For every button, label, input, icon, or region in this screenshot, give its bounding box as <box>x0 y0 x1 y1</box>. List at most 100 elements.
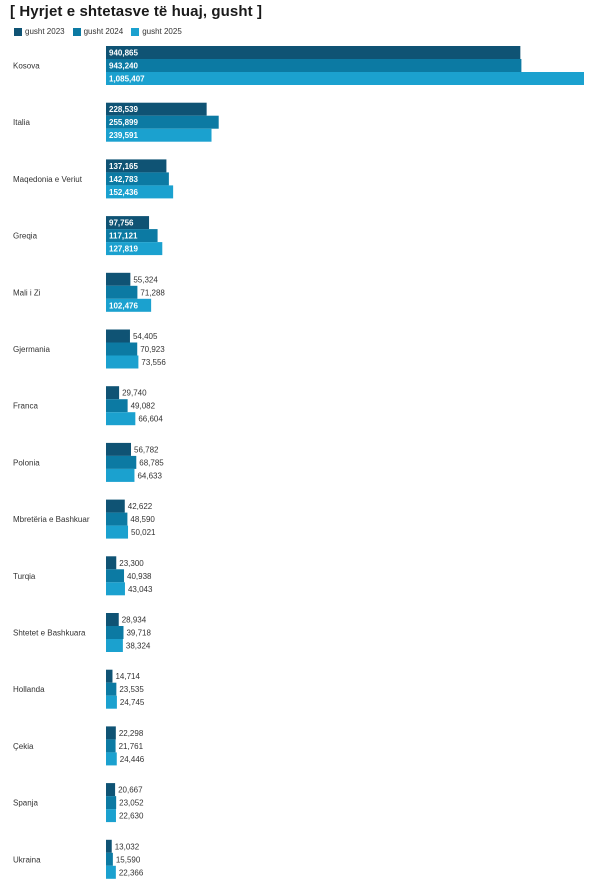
bar-shtetet-e-bashkuara-gusht-2024[interactable] <box>106 626 124 639</box>
data-label: 40,938 <box>127 572 152 581</box>
bar-group-gjermania: Gjermania 54,405 70,923 73,556 <box>13 329 166 369</box>
bar-greqia-gusht-2024[interactable] <box>106 229 158 243</box>
bar-italia-gusht-2025[interactable] <box>106 128 212 142</box>
data-label: 943,240 <box>109 62 138 71</box>
data-label: 228,539 <box>109 105 138 114</box>
data-label: 49,082 <box>131 402 156 411</box>
category-label: Mbretëria e Bashkuar <box>13 515 90 524</box>
bar-group-turqia: Turqia 23,300 40,938 43,043 <box>13 556 153 596</box>
bar-franca-gusht-2024[interactable] <box>106 399 128 413</box>
bar-kosova-gusht-2025[interactable] <box>106 72 584 85</box>
bar-polonia-gusht-2025[interactable] <box>106 468 135 482</box>
data-label: 137,165 <box>109 162 138 171</box>
category-label: Shtetet e Bashkuara <box>13 629 86 638</box>
category-label: Turqia <box>13 572 36 581</box>
bar-ukraina-gusht-2024[interactable] <box>106 852 113 866</box>
bar-group-ukraina: Ukraina 13,032 15,590 22,366 <box>13 839 144 879</box>
bar-turqia-gusht-2023[interactable] <box>106 556 117 570</box>
bar-gjermania-gusht-2024[interactable] <box>106 342 138 356</box>
bar-italia-gusht-2024[interactable] <box>106 115 219 129</box>
bar-group-spanja: Spanja 20,667 23,052 22,630 <box>13 783 144 823</box>
data-label: 21,761 <box>119 742 144 751</box>
data-label: 102,476 <box>109 301 138 310</box>
bar-maqedonia-e-veriut-gusht-2025[interactable] <box>106 185 174 199</box>
bar-group-maqedonia-e-veriut: Maqedonia e Veriut 137,165 142,783 152,436 <box>13 159 174 199</box>
category-label: Gjermania <box>13 345 50 354</box>
bar-ukraina-gusht-2025[interactable] <box>106 865 116 879</box>
bar-cekia-gusht-2024[interactable] <box>106 739 116 753</box>
bar-group-cekia: Çekia 22,298 21,761 24,446 <box>13 726 145 766</box>
data-label: 239,591 <box>109 131 138 140</box>
legend-swatch-2023 <box>14 27 22 36</box>
bar-turqia-gusht-2025[interactable] <box>106 582 125 596</box>
bar-turqia-gusht-2024[interactable] <box>106 569 125 583</box>
data-label: 23,535 <box>119 685 144 694</box>
bar-maqedonia-e-veriut-gusht-2024[interactable] <box>106 172 169 186</box>
bar-group-italia: Italia 228,539 255,899 239,591 <box>13 102 219 142</box>
bar-gjermania-gusht-2025[interactable] <box>106 355 139 369</box>
data-label: 22,630 <box>119 812 144 821</box>
category-label: Franca <box>13 402 38 411</box>
data-label: 127,819 <box>109 245 138 254</box>
bar-gjermania-gusht-2023[interactable] <box>106 329 130 343</box>
bar-ukraina-gusht-2023[interactable] <box>106 839 112 853</box>
data-label: 255,899 <box>109 118 138 127</box>
bar-hollanda-gusht-2025[interactable] <box>106 695 117 709</box>
data-label: 39,718 <box>126 629 151 638</box>
legend-item-2024[interactable]: gusht 2024 <box>72 27 123 36</box>
legend-item-2025[interactable]: gusht 2025 <box>131 27 182 36</box>
data-label: 55,324 <box>133 275 158 284</box>
bar-spanja-gusht-2025[interactable] <box>106 809 116 823</box>
data-label: 13,032 <box>115 842 140 851</box>
bar-cekia-gusht-2023[interactable] <box>106 726 116 740</box>
data-label: 117,121 <box>109 232 138 241</box>
category-label: Maqedonia e Veriut <box>13 175 83 184</box>
bar-spanja-gusht-2023[interactable] <box>106 783 116 797</box>
bar-maqedonia-e-veriut-gusht-2023[interactable] <box>106 159 167 173</box>
bar-franca-gusht-2023[interactable] <box>106 386 120 400</box>
bar-mbreteria-e-bashkuar-gusht-2024[interactable] <box>106 512 128 526</box>
bar-mali-i-zi-gusht-2023[interactable] <box>106 272 131 286</box>
bar-greqia-gusht-2025[interactable] <box>106 242 163 256</box>
data-label: 64,633 <box>137 471 162 480</box>
bar-mali-i-zi-gusht-2024[interactable] <box>106 285 138 299</box>
data-label: 42,622 <box>128 502 153 511</box>
bar-greqia-gusht-2023[interactable] <box>106 216 150 230</box>
bar-polonia-gusht-2023[interactable] <box>106 442 132 456</box>
bar-hollanda-gusht-2023[interactable] <box>106 669 113 683</box>
bar-mbreteria-e-bashkuar-gusht-2025[interactable] <box>106 525 129 539</box>
legend-item-2023[interactable]: gusht 2023 <box>14 27 65 36</box>
chart-legend: gusht 2023 gusht 2024 gusht 2025 <box>14 27 190 36</box>
data-label: 97,756 <box>109 219 134 228</box>
bar-franca-gusht-2025[interactable] <box>106 412 136 426</box>
data-label: 23,300 <box>119 559 144 568</box>
data-label: 24,446 <box>120 755 145 764</box>
data-label: 43,043 <box>128 585 153 594</box>
legend-swatch-2025 <box>131 27 140 36</box>
bar-group-kosova: Kosova 940,865 943,240 1,085,407 <box>13 46 584 85</box>
bar-shtetet-e-bashkuara-gusht-2023[interactable] <box>106 613 119 626</box>
data-label: 71,288 <box>140 288 165 297</box>
bar-kosova-gusht-2023[interactable] <box>106 46 521 59</box>
data-label: 15,590 <box>116 855 141 864</box>
bar-group-greqia: Greqia 97,756 117,121 127,819 <box>13 216 163 256</box>
bar-shtetet-e-bashkuara-gusht-2025[interactable] <box>106 639 123 652</box>
bar-mali-i-zi-gusht-2025[interactable] <box>106 298 152 312</box>
bar-hollanda-gusht-2024[interactable] <box>106 682 117 696</box>
data-label: 14,714 <box>115 672 140 681</box>
data-label: 50,021 <box>131 528 156 537</box>
bar-mbreteria-e-bashkuar-gusht-2023[interactable] <box>106 499 125 513</box>
category-label: Ukraina <box>13 855 41 864</box>
bar-italia-gusht-2023[interactable] <box>106 102 207 116</box>
data-label: 66,604 <box>138 415 163 424</box>
bar-kosova-gusht-2024[interactable] <box>106 59 522 72</box>
data-label: 23,052 <box>119 799 144 808</box>
data-label: 48,590 <box>130 515 155 524</box>
bar-group-hollanda: Hollanda 14,714 23,535 24,745 <box>13 669 145 709</box>
bar-spanja-gusht-2024[interactable] <box>106 796 117 810</box>
legend-label-2023: gusht 2023 <box>25 27 65 36</box>
bar-polonia-gusht-2024[interactable] <box>106 455 137 469</box>
bar-cekia-gusht-2025[interactable] <box>106 752 117 766</box>
category-label: Mali i Zi <box>13 288 41 297</box>
